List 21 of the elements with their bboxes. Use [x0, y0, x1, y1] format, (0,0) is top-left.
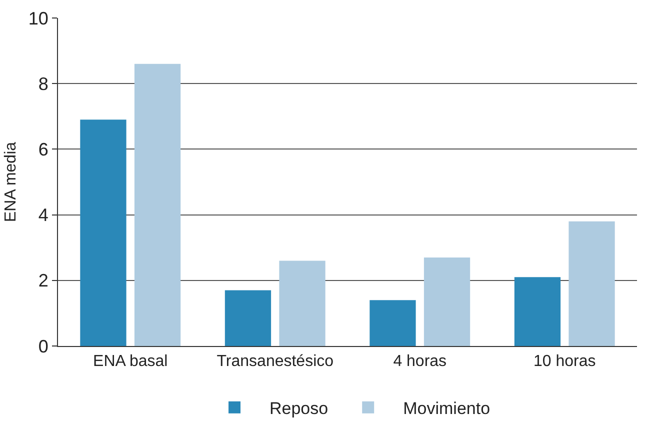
bar: [224, 290, 272, 346]
bar: [80, 120, 126, 346]
y-tick-label: 10: [28, 8, 48, 28]
bar: [370, 300, 416, 346]
y-tick-label: 2: [38, 270, 48, 291]
legend-label: Movimiento: [403, 398, 490, 418]
bar: [279, 260, 326, 346]
y-tick-label: 4: [38, 205, 48, 226]
x-tick-label: 4 horas: [393, 353, 447, 370]
legend-label: Reposo: [270, 398, 328, 418]
bar: [134, 64, 181, 346]
y-tick-label: 6: [38, 140, 48, 160]
x-tick-label: ENA basal: [93, 353, 168, 370]
bar: [568, 221, 615, 346]
bar: [514, 277, 561, 346]
y-tick-label: 0: [38, 336, 48, 356]
y-tick-label: 8: [38, 74, 48, 94]
x-tick-label: Transanestésico: [216, 353, 334, 370]
bar: [424, 257, 470, 346]
x-tick-label: 10 horas: [533, 353, 596, 370]
y-axis-title: ENA media: [2, 142, 20, 222]
